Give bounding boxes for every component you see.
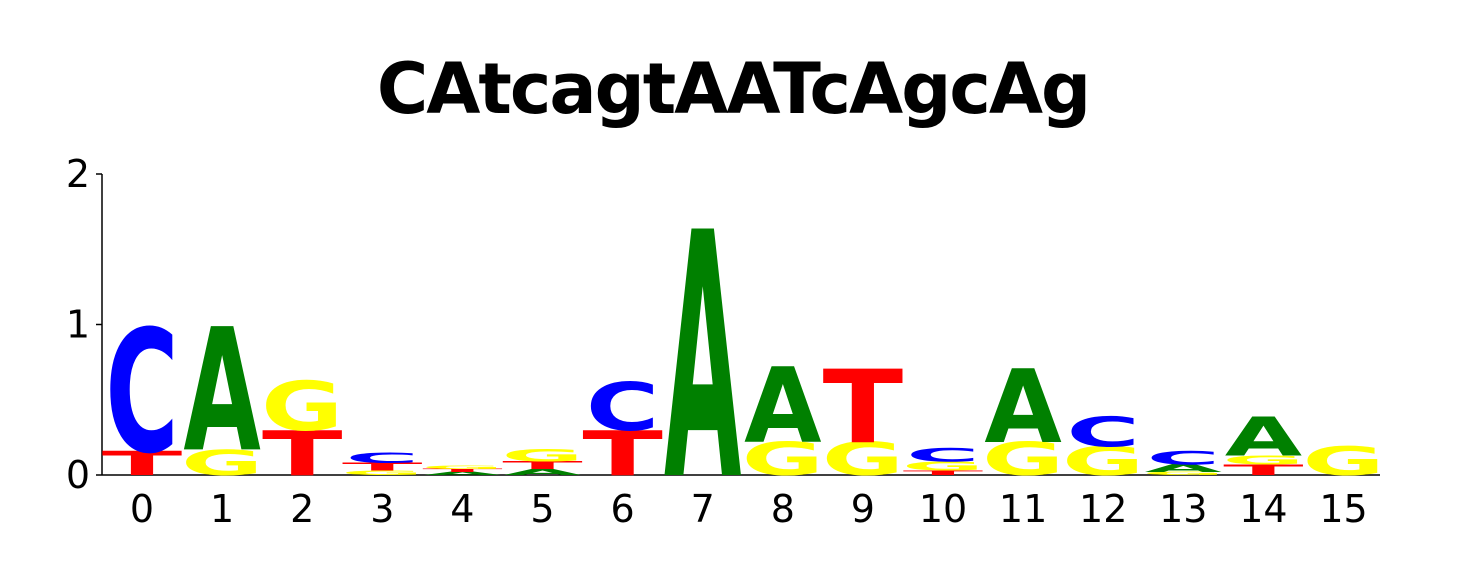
chart-title: CAtcagtAATcAgcAg (376, 48, 1091, 130)
y-tick-label: 2 (66, 152, 90, 196)
logo-letter-t: T (422, 468, 503, 473)
logo-letter-g: G (341, 469, 423, 476)
logo-letter-a: A (424, 471, 502, 476)
x-tick-label: 0 (130, 487, 154, 531)
x-tick-label: 4 (450, 487, 474, 531)
x-tick-label: 9 (851, 487, 875, 531)
x-tick-label: 10 (919, 487, 967, 531)
logo-letter-a: A (504, 467, 582, 477)
logo-letter-g: G (501, 446, 583, 465)
logo-letter-a: A (1145, 462, 1222, 474)
x-tick-label: 2 (290, 487, 314, 531)
x-tick-label: 12 (1079, 487, 1127, 531)
logo-letter-a: A (664, 162, 741, 555)
logo-letter-g: G (181, 442, 263, 483)
logo-letter-a: A (1225, 406, 1302, 468)
logo-letter-t: T (262, 419, 343, 491)
logo-letter-a: A (183, 292, 260, 489)
logo-letter-a: A (984, 348, 1062, 466)
x-tick-label: 11 (999, 487, 1047, 531)
logo-letter-c: C (346, 450, 419, 467)
logo-letter-t: T (903, 469, 984, 476)
x-tick-label: 3 (370, 487, 394, 531)
logo-letter-a: A (744, 346, 822, 466)
x-tick-label: 7 (691, 487, 715, 531)
y-tick-label: 1 (66, 303, 90, 347)
logo-letter-g: G (1062, 439, 1144, 484)
logo-letter-c: C (586, 368, 659, 445)
logo-letter-t: T (1223, 462, 1304, 479)
x-tick-label: 15 (1319, 487, 1367, 531)
logo-letter-g: G (982, 434, 1064, 487)
x-ticks: 0 1 2 3 4 5 6 7 8 9 10 11 12 13 14 15 (130, 487, 1368, 531)
x-tick-label: 14 (1239, 487, 1287, 531)
logo-letter-g: G (1142, 471, 1224, 476)
logo-letter-c: C (105, 294, 178, 491)
x-tick-label: 8 (771, 487, 795, 531)
logo-letter-g: G (261, 368, 343, 447)
logo-letter-t: T (582, 419, 663, 491)
logo-letter-g: G (1302, 439, 1384, 484)
logo-letter-c: C (906, 444, 979, 466)
x-tick-label: 5 (530, 487, 554, 531)
logo-letter-c: C (1147, 447, 1220, 469)
x-tick-label: 1 (210, 487, 234, 531)
y-tick-label: 0 (66, 453, 90, 497)
logo-letter-g: G (822, 434, 904, 487)
x-tick-label: 6 (611, 487, 635, 531)
logo-letter-t: T (502, 459, 583, 471)
y-ticks: 0 1 2 (66, 152, 102, 497)
logo-letter-t: T (102, 445, 183, 483)
logo-letter-g: G (421, 465, 503, 470)
x-tick-label: 13 (1159, 487, 1207, 531)
logo-letter-t: T (823, 348, 904, 466)
logo-letter-t: T (342, 461, 423, 473)
logo-letter-c: C (1067, 409, 1140, 457)
logo-letter-g: G (1222, 453, 1304, 467)
logo-letter-g: G (902, 459, 984, 473)
logo-letter-g: G (742, 434, 824, 487)
